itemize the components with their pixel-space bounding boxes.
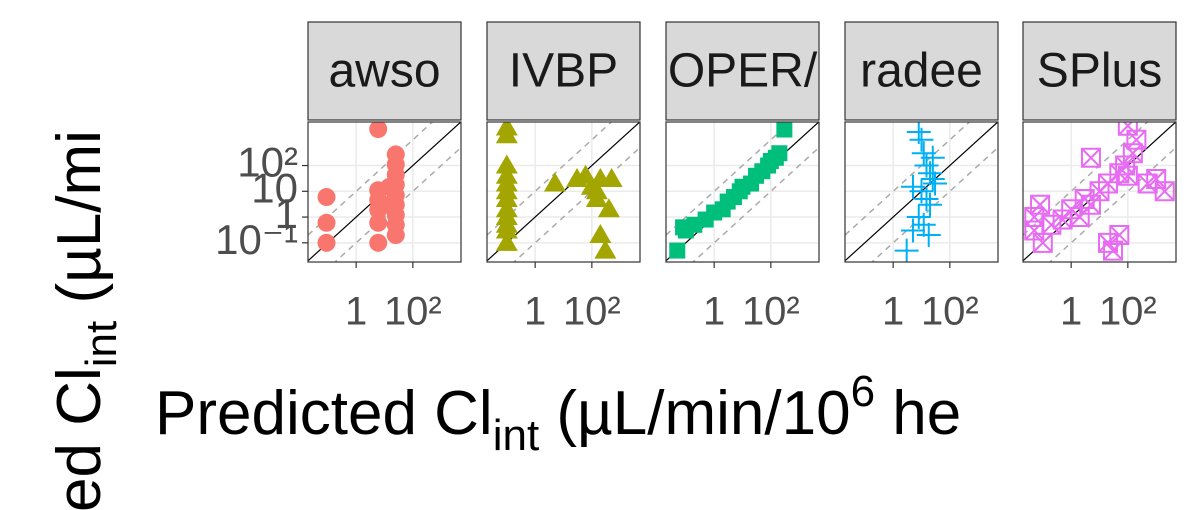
panel-border — [1022, 121, 1177, 263]
x-tick-label: 1 — [882, 290, 904, 334]
point — [589, 224, 612, 244]
point — [1052, 209, 1073, 230]
strip — [665, 21, 820, 121]
point — [911, 212, 936, 237]
y-tick-label: 10² — [237, 139, 298, 186]
point — [916, 223, 941, 248]
point — [594, 239, 617, 259]
point — [1080, 147, 1101, 168]
panel-content — [1023, 122, 1176, 262]
panel-border — [844, 121, 999, 263]
point — [675, 219, 692, 236]
point — [585, 188, 608, 208]
reference-line — [308, 122, 434, 236]
point — [900, 218, 925, 243]
point — [380, 195, 399, 214]
x-tick-label: 10² — [921, 290, 979, 334]
point — [369, 233, 388, 252]
point — [1146, 169, 1167, 190]
point — [1117, 165, 1138, 186]
point — [1154, 181, 1175, 202]
point — [495, 188, 518, 208]
x-axis-title-subscript: int — [493, 411, 539, 460]
strip — [1022, 21, 1177, 121]
strip-label: radee — [860, 45, 983, 98]
point — [1030, 194, 1051, 215]
reference-line — [666, 122, 792, 236]
panel-content — [308, 122, 461, 262]
reference-line — [1048, 146, 1176, 262]
point — [495, 231, 518, 251]
strip-label: IVBP — [509, 45, 618, 98]
strip-label: OPER/ — [668, 45, 818, 98]
panel-border — [307, 121, 462, 263]
point — [597, 198, 620, 218]
y-axis-title-part: (µL/mi — [45, 130, 114, 321]
point — [771, 145, 788, 162]
point — [900, 174, 925, 199]
point — [495, 219, 518, 239]
x-tick-label: 1 — [703, 290, 725, 334]
x-axis-title-part: he — [875, 379, 961, 448]
x-axis-title-part: (µL/min/10 — [539, 379, 850, 448]
x-tick-label: 10² — [1099, 290, 1157, 334]
point — [386, 226, 405, 245]
x-axis-title-part: Predicted Cl — [155, 379, 493, 448]
point — [920, 167, 945, 192]
point — [495, 124, 518, 144]
x-axis-title: Predicted Clint (µL/min/106 he — [155, 367, 961, 460]
y-tick-label: 10⁻¹ — [215, 216, 298, 263]
point — [1126, 129, 1147, 150]
panel-content — [845, 122, 998, 262]
point — [909, 127, 934, 152]
panel-content — [487, 122, 640, 262]
x-tick-label: 1 — [524, 290, 546, 334]
point — [600, 168, 623, 188]
point — [317, 233, 336, 252]
point — [894, 238, 919, 262]
y-tick-label: 10 — [251, 164, 298, 211]
panel-content — [666, 122, 819, 262]
x-tick-label: 10² — [384, 290, 442, 334]
y-axis-title-subscript: int — [77, 321, 126, 367]
reference-line — [512, 146, 640, 262]
point — [369, 122, 388, 139]
point — [1024, 220, 1045, 241]
point — [495, 154, 518, 174]
point — [1109, 225, 1130, 246]
y-tick-label: 1 — [275, 190, 298, 237]
point — [369, 213, 388, 232]
point — [776, 122, 793, 138]
x-tick-label: 1 — [1060, 290, 1082, 334]
x-tick-label: 10² — [563, 290, 621, 334]
y-axis-title-part: ed Cl — [45, 367, 114, 510]
x-tick-label: 1 — [345, 290, 367, 334]
point — [317, 213, 336, 232]
strip — [844, 21, 999, 121]
point — [918, 192, 943, 217]
strip-label: awso — [328, 45, 440, 98]
strip — [307, 21, 462, 121]
point — [918, 161, 943, 186]
point — [914, 187, 939, 212]
point — [923, 171, 948, 196]
x-axis-title-superscript: 6 — [851, 367, 875, 416]
x-tick-label: 10² — [742, 290, 800, 334]
point — [920, 145, 945, 170]
point — [317, 188, 336, 207]
panel-border — [486, 121, 641, 263]
strip-label: SPlus — [1037, 45, 1162, 98]
point — [380, 177, 399, 196]
y-axis-title: ed Clint (µL/mi — [45, 130, 125, 510]
point — [669, 242, 686, 259]
reference-line — [691, 146, 819, 262]
panel-border — [665, 121, 820, 263]
point — [911, 141, 936, 166]
point — [543, 172, 566, 192]
strip — [486, 21, 641, 121]
